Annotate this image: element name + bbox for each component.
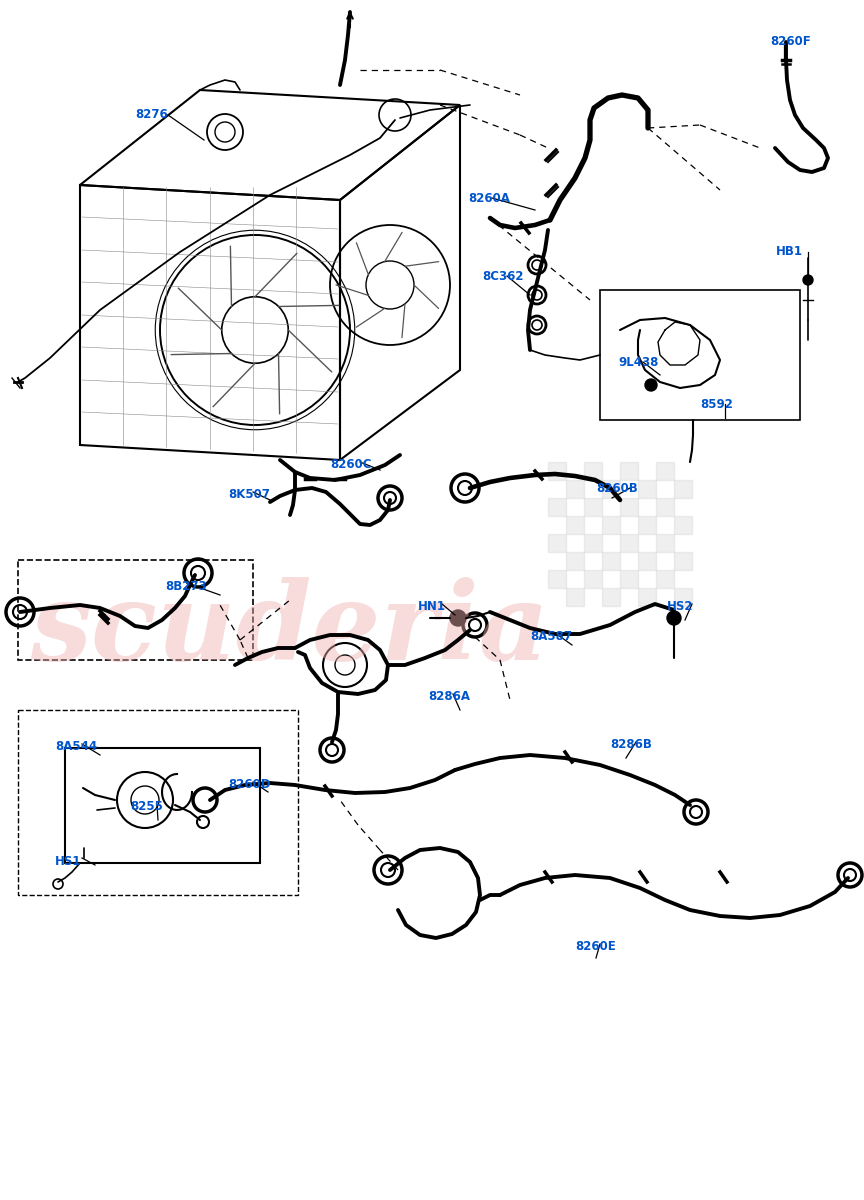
Bar bbox=[566, 588, 584, 606]
Circle shape bbox=[450, 610, 466, 626]
Bar bbox=[620, 534, 638, 552]
Bar bbox=[602, 516, 620, 534]
Bar bbox=[584, 462, 602, 480]
Text: 8260B: 8260B bbox=[596, 482, 638, 494]
Text: 8260A: 8260A bbox=[468, 192, 510, 205]
Bar bbox=[566, 516, 584, 534]
Bar bbox=[638, 516, 656, 534]
Text: scuderia: scuderia bbox=[30, 577, 549, 683]
Text: 8286B: 8286B bbox=[610, 738, 651, 751]
Circle shape bbox=[803, 275, 813, 284]
Text: 8K507: 8K507 bbox=[228, 488, 270, 502]
Circle shape bbox=[645, 379, 657, 391]
Bar bbox=[602, 588, 620, 606]
Text: HB1: HB1 bbox=[776, 245, 803, 258]
Bar bbox=[65, 748, 260, 863]
Bar bbox=[566, 552, 584, 570]
Text: 8A544: 8A544 bbox=[55, 740, 97, 754]
Text: 8260E: 8260E bbox=[575, 940, 616, 953]
Text: 8C362: 8C362 bbox=[482, 270, 524, 283]
Circle shape bbox=[667, 611, 681, 625]
Text: HS1: HS1 bbox=[55, 854, 81, 868]
Text: 8B273: 8B273 bbox=[165, 580, 206, 593]
Bar bbox=[674, 588, 692, 606]
Text: HN1: HN1 bbox=[418, 600, 446, 613]
Bar bbox=[602, 552, 620, 570]
Bar bbox=[620, 498, 638, 516]
Bar bbox=[602, 480, 620, 498]
Bar bbox=[584, 534, 602, 552]
Text: 8592: 8592 bbox=[700, 398, 733, 410]
Bar bbox=[656, 498, 674, 516]
Bar bbox=[674, 516, 692, 534]
Bar bbox=[638, 480, 656, 498]
Bar bbox=[566, 480, 584, 498]
Text: HS2: HS2 bbox=[667, 600, 694, 613]
Text: 9L438: 9L438 bbox=[618, 356, 658, 370]
Bar bbox=[600, 290, 800, 420]
Bar bbox=[620, 570, 638, 588]
Bar bbox=[548, 570, 566, 588]
Bar bbox=[638, 552, 656, 570]
Text: 8255: 8255 bbox=[130, 800, 163, 814]
Text: 8260F: 8260F bbox=[770, 35, 810, 48]
Bar bbox=[548, 534, 566, 552]
Bar bbox=[18, 710, 298, 895]
Text: 8276: 8276 bbox=[135, 108, 168, 121]
Bar bbox=[584, 498, 602, 516]
Bar bbox=[548, 498, 566, 516]
Text: 8260D: 8260D bbox=[228, 778, 270, 791]
Bar bbox=[620, 462, 638, 480]
Bar bbox=[656, 462, 674, 480]
Bar bbox=[638, 588, 656, 606]
Bar bbox=[18, 560, 253, 660]
Bar bbox=[656, 570, 674, 588]
Bar bbox=[548, 462, 566, 480]
Text: 8286A: 8286A bbox=[428, 690, 470, 703]
Text: 8260C: 8260C bbox=[330, 458, 372, 470]
Bar bbox=[674, 480, 692, 498]
Bar bbox=[674, 552, 692, 570]
Bar bbox=[656, 534, 674, 552]
Text: 8A587: 8A587 bbox=[530, 630, 572, 643]
Bar bbox=[584, 570, 602, 588]
